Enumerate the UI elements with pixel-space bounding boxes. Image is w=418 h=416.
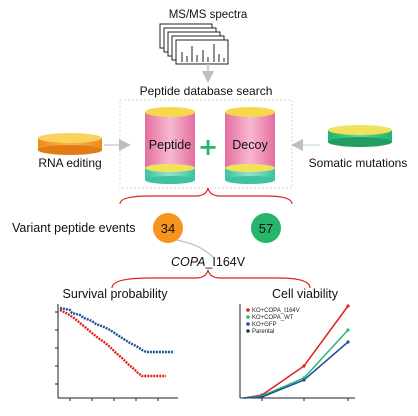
viability-line-blue xyxy=(243,341,349,399)
variant-events-label: Variant peptide events xyxy=(12,221,135,235)
legend-label: KO+COPA_WT xyxy=(252,315,294,321)
legend-label: KO+GFP xyxy=(252,322,277,328)
survival-curve-red xyxy=(59,308,166,378)
somatic-mutations-label: Somatic mutations xyxy=(309,156,408,170)
viability-line-green xyxy=(243,329,349,399)
plus-icon: + xyxy=(198,133,218,161)
rna-editing-count: 34 xyxy=(161,221,175,236)
rna-editing-count-badge xyxy=(153,213,183,243)
somatic-count: 57 xyxy=(259,221,273,236)
rna-editing-label: RNA editing xyxy=(38,156,101,170)
peptide-database-cylinder xyxy=(145,107,195,184)
survival-plot xyxy=(55,304,178,401)
gene-name: COPA xyxy=(171,255,206,269)
badge-connector xyxy=(175,239,215,259)
legend-label: Parental xyxy=(252,329,274,335)
decoy-database-cylinder xyxy=(225,107,275,184)
survival-curve-blue xyxy=(59,306,174,354)
search-title: Peptide database search xyxy=(140,84,273,98)
viability-title: Cell viability xyxy=(272,287,339,301)
legend-marker xyxy=(246,315,250,319)
panel-brace xyxy=(111,269,311,289)
decoy-label: Decoy xyxy=(232,138,268,152)
gene-variant-label: COPA_I164V xyxy=(171,255,246,269)
gene-mutation: _I164V xyxy=(204,255,245,269)
search-brace xyxy=(119,187,293,205)
somatic-count-badge xyxy=(251,213,281,243)
spectra-stack-icon xyxy=(159,23,229,65)
legend-marker xyxy=(246,329,250,333)
peptide-label: Peptide xyxy=(149,138,191,152)
spectra-label: MS/MS spectra xyxy=(169,9,248,21)
survival-title: Survival probability xyxy=(63,287,169,301)
rna-editing-disk-icon xyxy=(38,133,102,155)
legend-label: KO+COPA_I164V xyxy=(252,308,300,314)
somatic-mutations-disk-icon xyxy=(328,125,392,147)
legend-marker xyxy=(246,308,250,312)
legend-marker xyxy=(246,322,250,326)
